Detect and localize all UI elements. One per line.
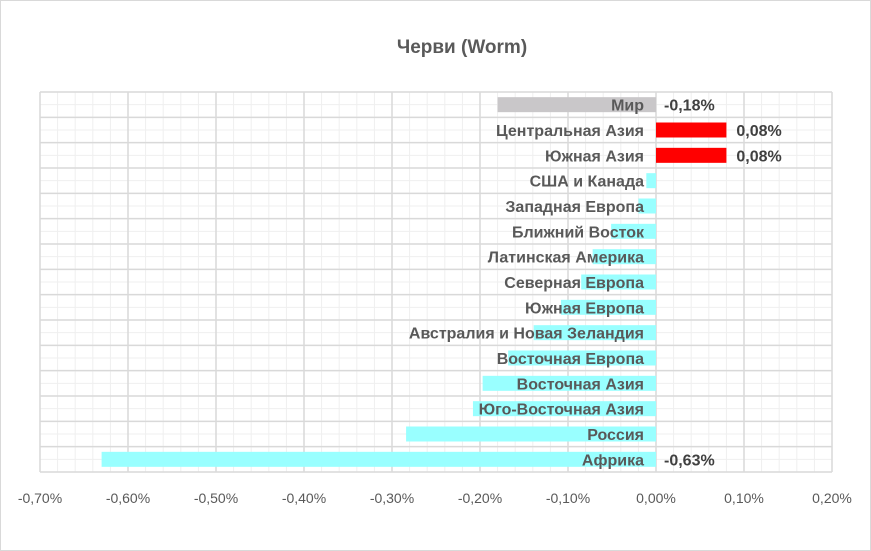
bar <box>581 274 656 290</box>
grid <box>39 91 833 473</box>
bar <box>533 325 656 341</box>
category-label: Россия <box>587 427 644 444</box>
category-label: Ближний Восток <box>512 224 645 241</box>
category-label: Восточная Азия <box>517 376 644 393</box>
x-tick-label: -0,10% <box>546 490 590 506</box>
category-label: Южная Азия <box>545 148 644 165</box>
x-tick-label: 0,10% <box>724 490 764 506</box>
bar <box>656 147 727 163</box>
category-label: Австралия и Новая Зеландия <box>409 326 644 343</box>
x-tick-label: -0,30% <box>370 490 414 506</box>
category-label: Африка <box>582 452 644 469</box>
bar <box>508 350 656 366</box>
bar <box>406 426 656 442</box>
category-label: Юго-Восточная Азия <box>479 402 644 419</box>
category-label: Западная Европа <box>505 199 644 216</box>
x-tick-label: -0,20% <box>458 490 502 506</box>
category-label: Латинская Америка <box>488 250 644 267</box>
bar <box>560 299 656 315</box>
category-label: Мир <box>611 98 644 115</box>
bar <box>472 401 656 417</box>
bar <box>101 451 657 467</box>
bar <box>592 249 656 265</box>
bar <box>646 173 656 189</box>
bar <box>656 122 727 138</box>
bar <box>482 375 656 391</box>
data-label: 0,08% <box>736 123 781 140</box>
data-label: 0,08% <box>736 148 781 165</box>
bars <box>101 97 727 467</box>
category-label: Центральная Азия <box>496 123 644 140</box>
x-tick-label: -0,50% <box>194 490 238 506</box>
category-labels: Мир -0,18% Центральная Азия 0,08% Южная Азия… <box>409 98 782 470</box>
bar <box>497 97 656 113</box>
bar <box>611 223 656 239</box>
x-tick-label: -0,60% <box>106 490 150 506</box>
category-label: США и Канада <box>530 174 644 191</box>
data-label: -0,18% <box>664 98 715 115</box>
category-label: Восточная Европа <box>497 351 644 368</box>
chart-title: Черви (Worm) <box>397 37 527 58</box>
category-label: Южная Европа <box>525 300 644 317</box>
x-tick-label: 0,00% <box>636 490 676 506</box>
x-axis-ticks: -0,70% -0,60% -0,50% -0,40% -0,30% -0,20% -0,1… <box>18 490 852 506</box>
x-tick-label: 0,20% <box>812 490 852 506</box>
data-label: -0,63% <box>664 452 715 469</box>
bar <box>638 198 656 214</box>
x-tick-label: -0,70% <box>18 490 62 506</box>
category-label: Северная Европа <box>504 275 644 292</box>
x-tick-label: -0,40% <box>282 490 326 506</box>
